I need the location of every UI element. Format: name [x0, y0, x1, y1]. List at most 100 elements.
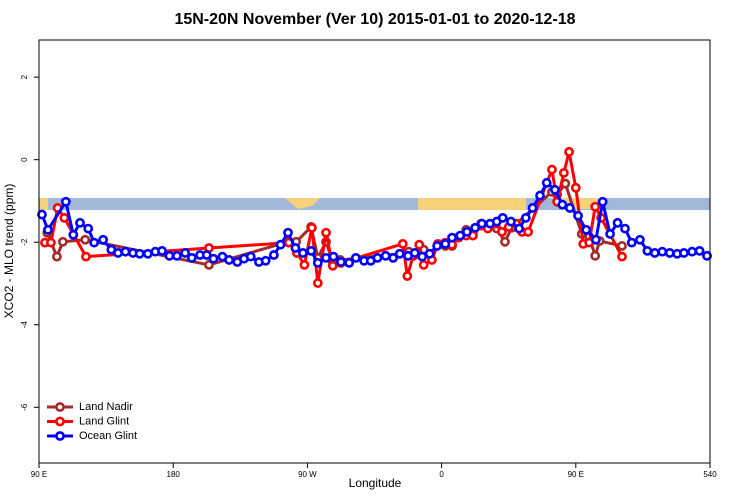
data-point [687, 246, 698, 257]
data-point [597, 196, 608, 207]
data-point [68, 229, 79, 240]
data-point [617, 241, 627, 251]
data-point [626, 237, 637, 248]
data-point [312, 278, 323, 288]
data-point [37, 209, 47, 220]
data-point [440, 238, 451, 249]
data-point [642, 245, 653, 256]
data-point [290, 243, 301, 253]
data-point [164, 250, 175, 261]
data-point [397, 238, 408, 249]
x-tick-label: 0 [439, 470, 444, 479]
data-point [306, 222, 317, 233]
data-point [321, 227, 331, 238]
data-point [470, 222, 481, 233]
plot-area [37, 146, 712, 288]
data-point [535, 190, 545, 201]
data-point [550, 184, 560, 195]
data-point [208, 253, 219, 264]
data-point [224, 255, 235, 265]
data-point [180, 248, 191, 258]
data-point [380, 250, 391, 261]
data-point [120, 246, 131, 257]
data-point [557, 199, 568, 210]
data-point [447, 232, 457, 243]
chart-title: 15N-20N November (Ver 10) 2015-01-01 to … [174, 11, 575, 28]
data-point [418, 260, 429, 270]
data-point [142, 248, 153, 259]
data-point [605, 229, 615, 239]
data-point [702, 250, 712, 261]
data-point [570, 182, 581, 193]
data-point [514, 223, 525, 234]
data-point [327, 260, 338, 271]
legend-marker [55, 402, 65, 412]
legend-label: Ocean Glint [79, 430, 137, 442]
data-point [245, 251, 256, 262]
x-axis-label: Longitude [349, 476, 402, 490]
data-point [350, 252, 361, 263]
x-tick-label: 540 [703, 470, 717, 479]
x-tick-label: 90 E [568, 470, 584, 479]
data-point [506, 216, 516, 227]
data-point [402, 271, 413, 281]
data-point [564, 203, 575, 213]
data-point [694, 245, 705, 256]
y-tick-label: -4 [20, 321, 29, 329]
data-point [547, 164, 557, 175]
data-point [414, 239, 425, 250]
data-point [620, 223, 630, 234]
data-point [432, 241, 443, 251]
map-strip [39, 198, 710, 210]
y-tick-label: 0 [20, 157, 29, 162]
data-point [46, 237, 56, 248]
data-point [59, 212, 70, 223]
data-point [299, 260, 310, 270]
data-point [394, 248, 405, 259]
data-point [523, 226, 533, 237]
data-point [500, 236, 510, 247]
data-point [635, 234, 645, 245]
data-point [80, 234, 91, 245]
legend-label: Land Glint [79, 415, 129, 427]
data-point [497, 226, 507, 237]
data-point [344, 257, 355, 268]
data-point [590, 201, 601, 212]
data-point [417, 251, 428, 262]
data-point [186, 252, 197, 263]
data-point [89, 237, 100, 248]
data-point [581, 224, 592, 235]
y-tick-label: -6 [20, 403, 29, 411]
plot-frame [38, 39, 711, 464]
legend-label: Land Nadir [79, 401, 133, 413]
data-point [591, 234, 601, 245]
data-point [573, 210, 583, 221]
data-point [81, 251, 91, 262]
data-point [664, 248, 675, 258]
data-point [372, 252, 383, 263]
y-axis-label: XCO2 - MLO trend (ppm) [2, 184, 16, 319]
data-point [649, 248, 660, 258]
data-point [657, 246, 668, 257]
data-point [497, 212, 508, 223]
data-point [424, 248, 435, 259]
data-point [409, 248, 420, 258]
data-point [275, 239, 286, 250]
data-point [134, 248, 145, 259]
data-point [51, 251, 62, 262]
data-point [312, 257, 323, 268]
data-point [43, 224, 53, 235]
data-point [541, 177, 552, 188]
data-point [336, 257, 346, 267]
data-point [617, 251, 627, 262]
x-tick-label: 180 [167, 470, 181, 479]
legend-marker [55, 416, 65, 427]
data-point [564, 146, 574, 157]
data-point [260, 255, 271, 266]
data-point [590, 250, 601, 261]
data-point [462, 226, 472, 237]
data-point [306, 245, 317, 256]
y-tick-label: 2 [20, 74, 29, 79]
data-point [321, 252, 331, 263]
